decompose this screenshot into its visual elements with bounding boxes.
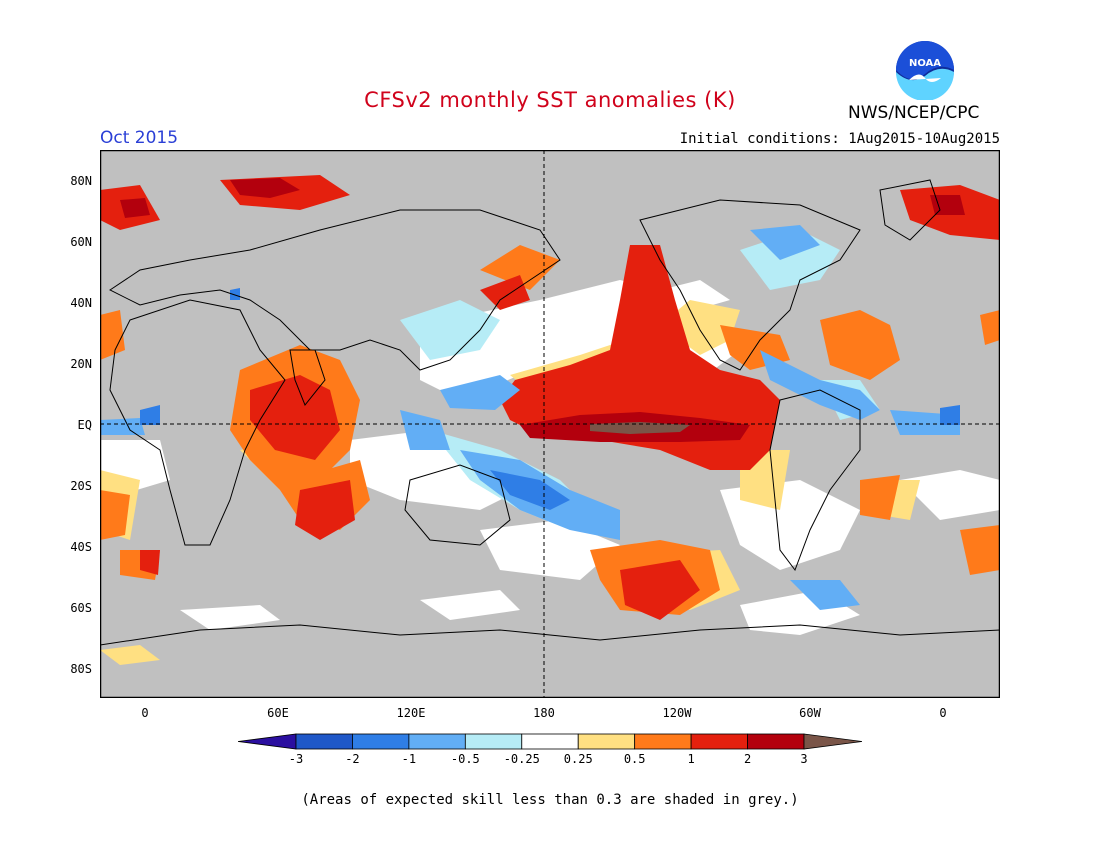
noaa-logo-text: NOAA — [909, 58, 941, 69]
lat-label: 60S — [70, 601, 92, 615]
legend-tick-label: 3 — [800, 752, 807, 766]
lon-label: 60E — [267, 706, 289, 720]
legend-tick-label: -0.25 — [504, 752, 540, 766]
lon-label: 0 — [141, 706, 149, 720]
agency-label: NWS/NCEP/CPC — [848, 103, 980, 123]
lon-label: 0 — [939, 706, 947, 720]
lat-label: 40N — [70, 296, 92, 310]
lat-label: 80S — [70, 662, 92, 676]
lat-label: 40S — [70, 540, 92, 554]
lon-label: 120W — [662, 706, 692, 720]
legend-swatch — [521, 733, 579, 750]
legend-swatch — [464, 733, 523, 750]
map-title: CFSv2 monthly SST anomalies (K) — [364, 88, 736, 112]
legend-tick-label: 0.25 — [564, 752, 593, 766]
legend-tick-label: -3 — [289, 752, 303, 766]
lat-label: 60N — [70, 235, 92, 249]
lon-label: 120E — [396, 706, 426, 720]
legend-tick-label: -2 — [345, 752, 359, 766]
legend-swatch — [634, 733, 692, 750]
legend-swatch — [690, 733, 748, 750]
legend-swatch — [295, 733, 353, 750]
forecast-month: Oct 2015 — [100, 128, 179, 148]
color-legend: -3 -2 -1 -0.5 -0.25 0.25 0.5 1 2 3 — [238, 733, 862, 766]
legend-tick-label: 1 — [687, 752, 694, 766]
coastlines — [100, 179, 1000, 646]
legend-swatch — [803, 733, 862, 750]
lat-label: 20S — [70, 479, 92, 493]
cool-anomaly-strong — [140, 288, 960, 510]
legend-swatch — [352, 733, 410, 750]
legend-tick-label: 2 — [744, 752, 751, 766]
lat-label: EQ — [77, 418, 92, 432]
legend-swatch — [747, 733, 805, 750]
legend-swatch — [408, 733, 466, 750]
lat-label: 80N — [70, 174, 92, 188]
sst-anomaly-map — [100, 150, 1000, 698]
skill-footnote: (Areas of expected skill less than 0.3 a… — [301, 792, 799, 808]
lon-label: 60W — [799, 706, 821, 720]
lon-label: 180 — [533, 706, 555, 720]
legend-swatch — [238, 733, 297, 750]
noaa-logo: NOAA — [896, 41, 954, 100]
legend-swatch — [577, 733, 636, 750]
initial-conditions: Initial conditions: 1Aug2015-10Aug2015 — [679, 131, 1000, 147]
legend-tick-label: 0.5 — [624, 752, 646, 766]
legend-tick-label: -1 — [402, 752, 416, 766]
lat-label: 20N — [70, 357, 92, 371]
legend-tick-label: -0.5 — [451, 752, 480, 766]
extreme-anomaly — [590, 422, 690, 434]
